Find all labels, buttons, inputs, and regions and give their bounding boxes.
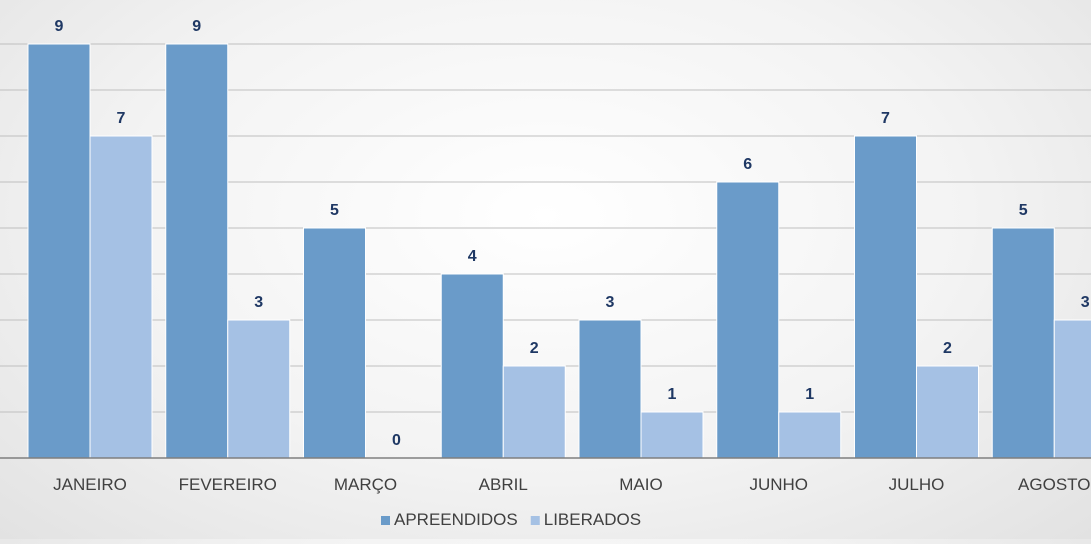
data-label-liberados-junho: 1 — [805, 386, 814, 403]
x-axis: JANEIRO FEVEREIRO MARÇO ABRIL MAIO JUNHO JULHO… — [0, 457, 1091, 494]
x-tick-label: JULHO — [889, 475, 945, 494]
data-label-apreendidos-fevereiro: 9 — [192, 18, 201, 35]
data-label-apreendidos-abril: 4 — [468, 248, 477, 265]
x-tick-label: MAIO — [619, 475, 662, 494]
legend-label-apreendidos: APREENDIDOS — [394, 510, 518, 529]
legend-swatch-apreendidos — [381, 516, 390, 525]
data-label-liberados-julho: 2 — [943, 340, 952, 357]
data-label-apreendidos-julho: 7 — [881, 110, 890, 127]
data-label-apreendidos-janeiro: 9 — [55, 18, 64, 35]
data-label-liberados-janeiro: 7 — [117, 110, 126, 127]
bar-apreendidos-julho — [854, 135, 917, 459]
legend-label-liberados: LIBERADOS — [544, 510, 641, 529]
bar-apreendidos-fevereiro — [165, 43, 229, 459]
bar-apreendidos-janeiro — [27, 43, 91, 459]
bar-apreendidos-abril — [440, 273, 504, 459]
x-tick-label: MARÇO — [334, 475, 397, 494]
gridlines — [0, 43, 1091, 413]
x-tick-label: AGOSTO — [1018, 475, 1090, 494]
data-label-liberados-agosto: 3 — [1081, 294, 1090, 311]
bar-liberados-maio — [640, 411, 704, 459]
bar-liberados-julho — [916, 365, 979, 459]
bars — [27, 43, 1091, 459]
bar-apreendidos-junho — [716, 181, 780, 459]
bar-liberados-fevereiro — [227, 319, 291, 459]
data-label-liberados-mar-o: 0 — [392, 432, 401, 449]
legend: APREENDIDOS LIBERADOS — [381, 510, 641, 529]
data-label-apreendidos-agosto: 5 — [1019, 202, 1028, 219]
bar-liberados-janeiro — [89, 135, 153, 459]
bar-apreendidos-maio — [578, 319, 642, 459]
bar-liberados-junho — [778, 411, 842, 459]
data-label-liberados-maio: 1 — [668, 386, 677, 403]
bar-apreendidos-mar-o — [303, 227, 366, 459]
data-label-apreendidos-junho: 6 — [743, 156, 752, 173]
bar-apreendidos-agosto — [991, 227, 1055, 459]
x-tick-label: JUNHO — [749, 475, 808, 494]
legend-swatch-liberados — [530, 516, 540, 525]
data-label-apreendidos-maio: 3 — [606, 294, 615, 311]
x-tick-label: ABRIL — [479, 475, 528, 494]
data-label-apreendidos-mar-o: 5 — [330, 202, 339, 219]
bar-liberados-abril — [502, 365, 566, 459]
x-tick-label: FEVEREIRO — [179, 475, 277, 494]
data-labels: 9 7 9 3 5 0 4 2 3 1 6 1 7 2 5 3 — [55, 18, 1090, 449]
data-label-liberados-abril: 2 — [530, 340, 539, 357]
x-tick-label: JANEIRO — [53, 475, 127, 494]
bar-liberados-agosto — [1053, 319, 1091, 459]
data-label-liberados-fevereiro: 3 — [254, 294, 263, 311]
